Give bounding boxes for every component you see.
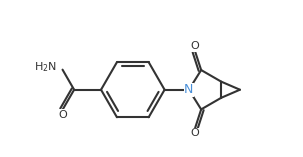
Text: O: O xyxy=(58,110,67,120)
Text: O: O xyxy=(191,128,200,138)
Text: O: O xyxy=(191,41,200,51)
Text: N: N xyxy=(184,83,194,96)
Text: H$_2$N: H$_2$N xyxy=(34,60,57,74)
